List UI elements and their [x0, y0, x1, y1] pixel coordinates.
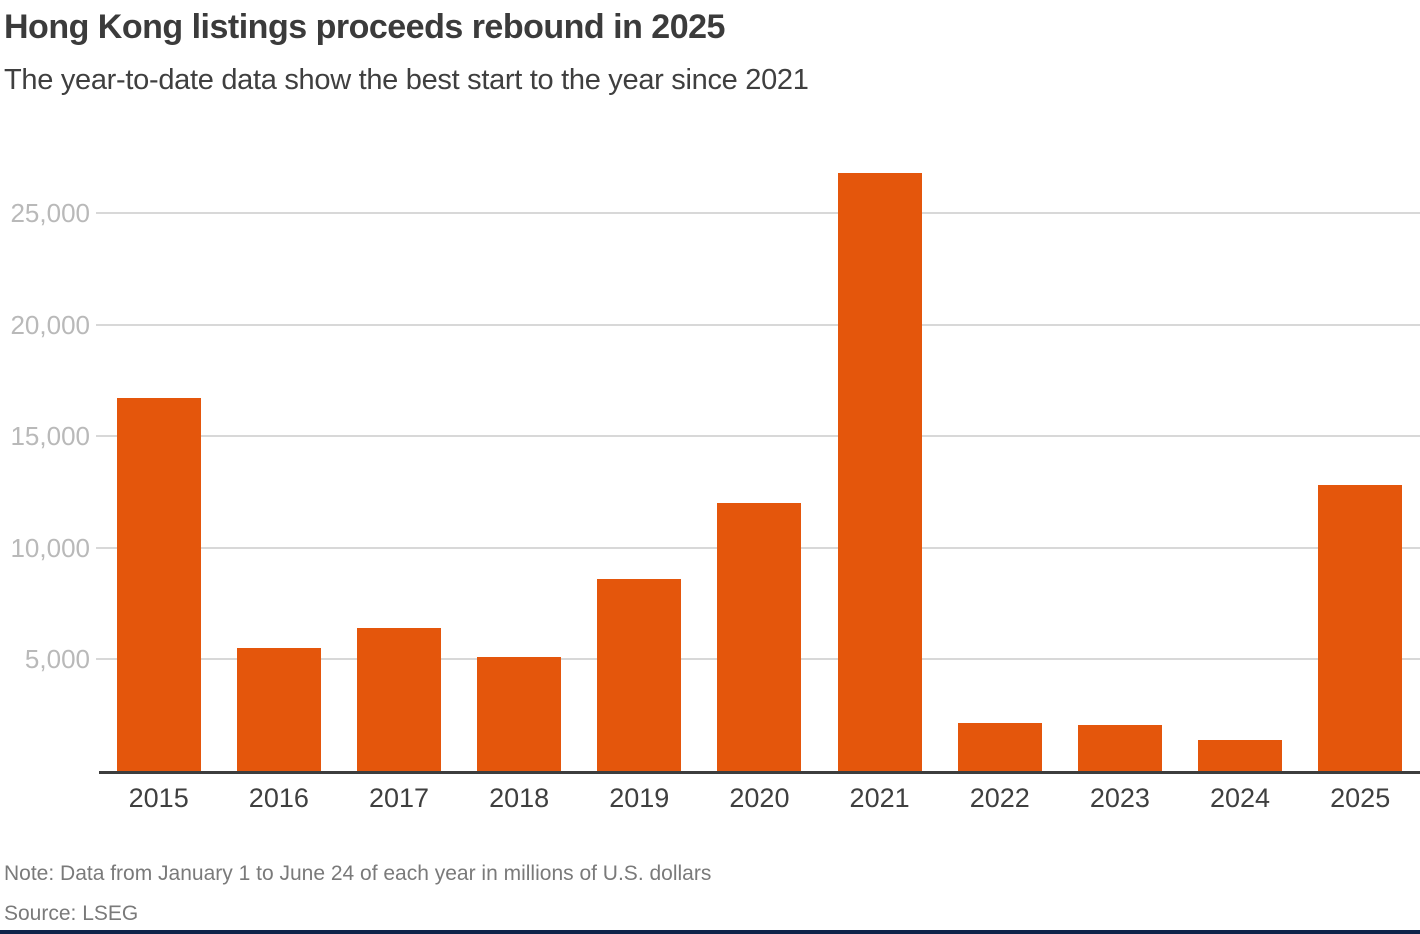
- x-axis-tick-label-2025: 2025: [1330, 783, 1391, 813]
- x-axis-tick-label-2019: 2019: [609, 783, 670, 813]
- y-axis-tick-label: 10,000: [10, 532, 90, 563]
- bar-2023: [1077, 725, 1162, 771]
- bar-2017: [357, 628, 441, 771]
- gridline-15000: [96, 435, 1420, 438]
- y-axis-tick-label: 5,000: [24, 644, 90, 675]
- y-axis-tick-label: 25,000: [10, 198, 90, 228]
- x-axis-tick-label-2023: 2023: [1089, 783, 1150, 813]
- x-axis-line: [99, 771, 1420, 774]
- y-axis-tick-label: 15,000: [10, 421, 90, 452]
- bottom-rule: [0, 930, 1420, 934]
- bar-2018: [477, 657, 562, 771]
- x-axis-tick-label-2022: 2022: [969, 783, 1030, 813]
- bar-2020: [717, 503, 802, 771]
- y-axis-tick-label: 20,000: [10, 309, 90, 340]
- gridline-20000: [96, 323, 1420, 326]
- bar-2022: [957, 723, 1042, 771]
- bar-2016: [236, 648, 321, 771]
- bar-2021: [837, 173, 922, 771]
- x-axis-tick-label-2016: 2016: [248, 783, 309, 813]
- chart-subtitle: The year-to-date data show the best star…: [4, 64, 809, 96]
- chart-source: Source: LSEG: [4, 902, 139, 925]
- gridline-25000: [96, 212, 1420, 214]
- x-axis-tick-label-2015: 2015: [128, 783, 189, 813]
- bar-2015: [116, 398, 201, 771]
- bar-2024: [1198, 740, 1283, 771]
- page-title: Hong Kong listings proceeds rebound in 2…: [4, 8, 725, 46]
- x-axis-tick-label-2021: 2021: [849, 783, 910, 813]
- x-axis-tick-label-2024: 2024: [1210, 783, 1271, 813]
- x-axis-tick-label-2018: 2018: [489, 783, 550, 813]
- x-axis-tick-label-2017: 2017: [368, 783, 430, 813]
- bar-2019: [597, 579, 682, 771]
- x-axis-tick-label-2020: 2020: [729, 783, 790, 813]
- bar-2025: [1318, 485, 1403, 771]
- chart-note: Note: Data from January 1 to June 24 of …: [4, 862, 712, 885]
